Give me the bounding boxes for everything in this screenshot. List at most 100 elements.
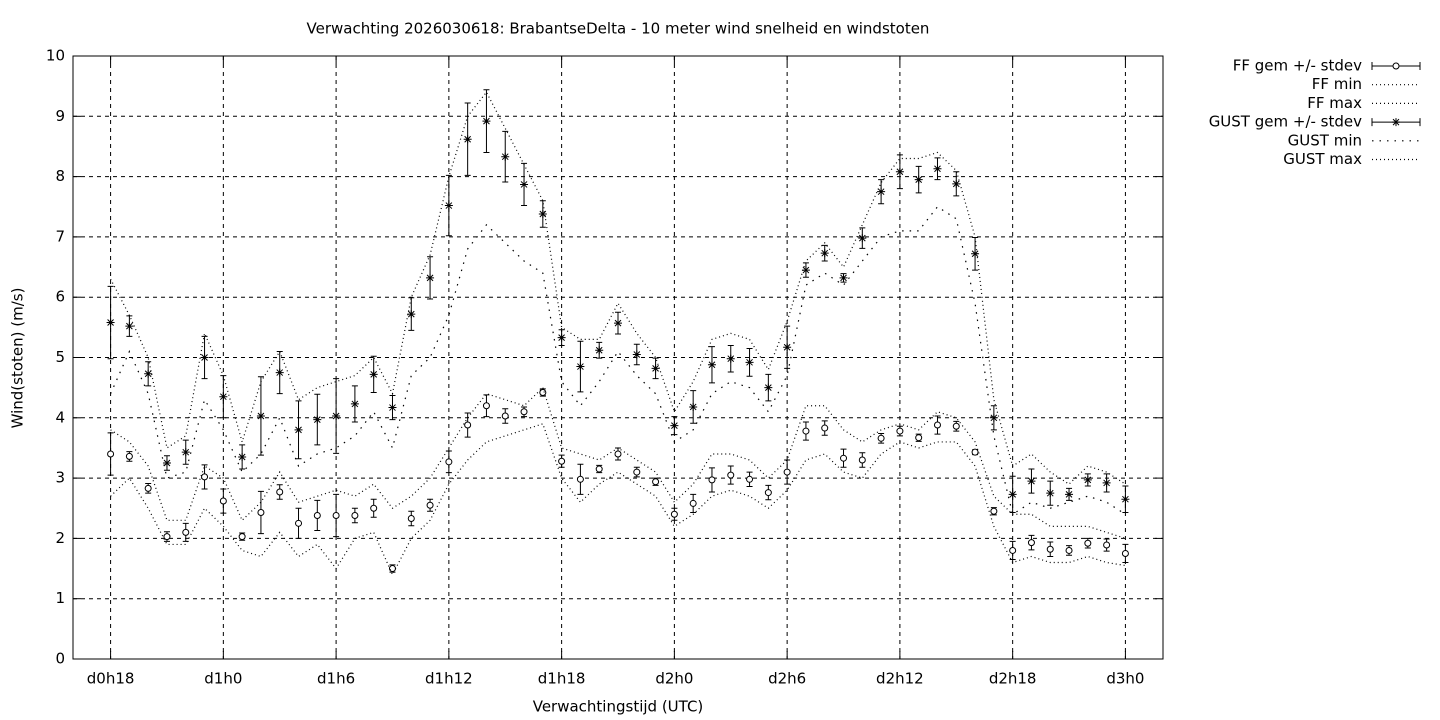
data-point xyxy=(275,368,284,377)
data-point xyxy=(539,388,547,396)
data-point xyxy=(106,318,115,327)
data-point xyxy=(463,135,472,144)
y-axis-label: Wind(stoten) (m/s) xyxy=(9,288,27,429)
data-point xyxy=(1027,477,1036,486)
x-tick-label: d1h6 xyxy=(317,670,355,688)
y-tick-label: 2 xyxy=(55,529,65,547)
y-tick-label: 10 xyxy=(46,47,65,65)
data-point xyxy=(144,484,152,492)
data-point xyxy=(276,488,284,496)
legend-label: GUST gem +/- stdev xyxy=(1209,113,1362,131)
x-tick-label: d1h0 xyxy=(204,670,242,688)
data-point xyxy=(933,421,941,429)
y-tick-label: 5 xyxy=(55,348,65,366)
data-point xyxy=(313,415,322,424)
data-point xyxy=(708,476,716,484)
data-point xyxy=(971,448,979,456)
data-point xyxy=(388,565,396,573)
data-point xyxy=(388,403,397,412)
data-point xyxy=(1009,546,1017,554)
legend-label: GUST min xyxy=(1288,131,1362,149)
x-tick-label: d1h12 xyxy=(425,670,473,688)
data-point xyxy=(783,468,791,476)
series-line xyxy=(110,386,1126,539)
data-point xyxy=(444,201,453,210)
data-point xyxy=(1027,539,1035,547)
data-point xyxy=(651,364,660,373)
data-point xyxy=(219,497,227,505)
data-point xyxy=(407,310,416,319)
data-point xyxy=(670,421,679,430)
legend-marker xyxy=(1392,62,1400,70)
data-point xyxy=(689,402,698,411)
data-point xyxy=(877,187,886,196)
data-point xyxy=(990,507,998,515)
data-point xyxy=(1065,546,1073,554)
y-tick-label: 4 xyxy=(55,408,65,426)
data-point xyxy=(125,452,133,460)
data-point xyxy=(576,475,584,483)
data-point xyxy=(107,450,115,458)
data-point xyxy=(764,383,773,392)
data-point xyxy=(238,452,247,461)
data-point xyxy=(821,424,829,432)
data-point xyxy=(952,179,961,188)
data-point xyxy=(313,511,321,519)
data-point xyxy=(238,533,246,541)
data-point xyxy=(295,519,303,527)
y-tick-label: 1 xyxy=(55,589,65,607)
data-point xyxy=(952,422,960,430)
data-point xyxy=(858,456,866,464)
data-point xyxy=(256,411,265,420)
x-tick-label: d2h0 xyxy=(655,670,693,688)
data-point xyxy=(858,234,867,243)
y-tick-label: 7 xyxy=(55,227,65,245)
data-point xyxy=(482,402,490,410)
x-axis-label: Verwachtingstijd (UTC) xyxy=(533,698,704,716)
data-point xyxy=(369,370,378,379)
data-point xyxy=(163,533,171,541)
plot-frame xyxy=(72,55,1164,660)
data-point xyxy=(370,504,378,512)
data-point xyxy=(783,343,792,352)
x-tick-label: d0h18 xyxy=(87,670,135,688)
data-point xyxy=(351,511,359,519)
data-point xyxy=(1008,490,1017,499)
data-point xyxy=(726,354,735,363)
data-point xyxy=(764,489,772,497)
data-point xyxy=(895,167,904,176)
data-point xyxy=(182,528,190,536)
data-point xyxy=(614,319,622,328)
data-point xyxy=(1084,539,1092,547)
data-point xyxy=(614,450,622,458)
data-point xyxy=(557,333,566,342)
data-point xyxy=(144,369,153,378)
y-tick-label: 0 xyxy=(55,650,65,668)
data-point xyxy=(257,508,265,516)
data-point xyxy=(1121,549,1129,557)
data-point xyxy=(877,434,885,442)
data-point xyxy=(332,411,341,420)
data-point xyxy=(294,425,303,434)
data-point xyxy=(840,454,848,462)
data-point xyxy=(125,322,134,331)
data-point xyxy=(746,475,754,483)
data-point xyxy=(200,353,209,362)
data-point xyxy=(1046,545,1054,553)
data-point xyxy=(595,346,604,355)
data-point xyxy=(350,399,359,408)
legend-label: FF gem +/- stdev xyxy=(1233,57,1362,75)
data-point xyxy=(802,427,810,435)
data-point xyxy=(801,266,810,275)
x-tick-label: d1h18 xyxy=(538,670,586,688)
data-point xyxy=(1121,495,1130,504)
data-point xyxy=(520,180,529,189)
chart-title: Verwachting 2026030618: BrabantseDelta -… xyxy=(307,20,930,38)
data-point xyxy=(520,408,528,416)
data-point xyxy=(501,412,509,420)
data-point xyxy=(558,457,566,465)
data-point xyxy=(933,164,942,173)
data-point xyxy=(707,360,716,369)
x-tick-label: d3h0 xyxy=(1106,670,1144,688)
data-point xyxy=(989,413,998,422)
